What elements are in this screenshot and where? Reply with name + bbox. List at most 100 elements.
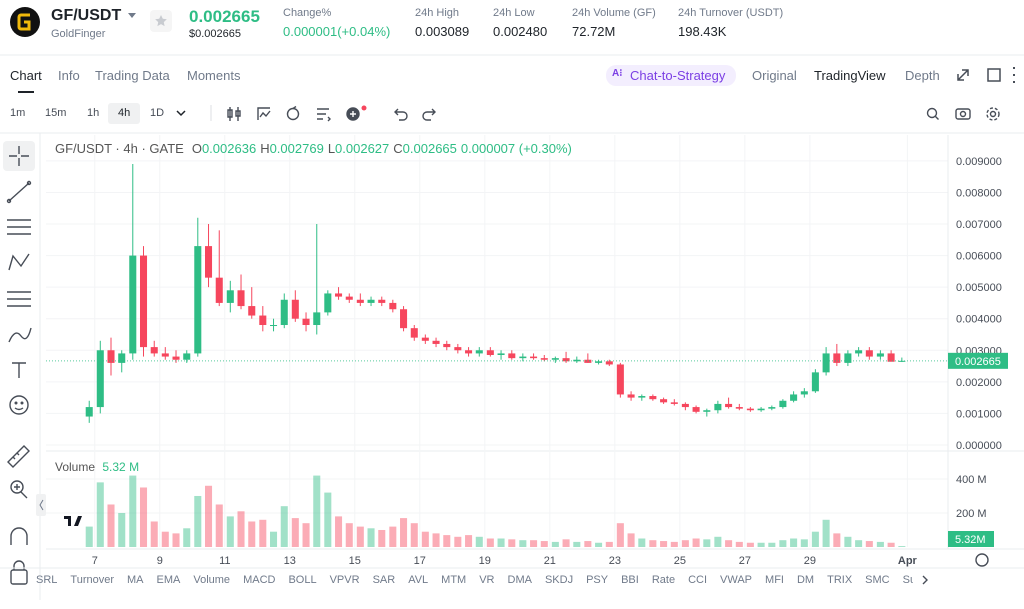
candle-body	[519, 356, 527, 359]
candle-body	[345, 296, 353, 300]
candle-body	[237, 290, 245, 307]
candle-body	[779, 400, 787, 408]
settings-icon[interactable]	[975, 553, 989, 567]
ohlc-value: 0.002636	[201, 141, 257, 156]
volume-bar	[800, 539, 808, 547]
view-tab[interactable]: Chat-to-Strategy	[630, 68, 726, 83]
candle-body	[432, 340, 440, 344]
volume-bar	[443, 535, 451, 547]
indicator[interactable]: BOLL	[288, 574, 317, 586]
volume-bar	[118, 512, 126, 547]
grid	[46, 135, 948, 547]
candle-body	[800, 391, 808, 395]
indicator[interactable]: SAR	[372, 574, 396, 586]
volume-bar	[85, 526, 93, 547]
toolbar-icons[interactable]	[227, 105, 1000, 122]
view-tab[interactable]: TradingView	[814, 68, 886, 83]
collapse-handle[interactable]	[36, 494, 46, 516]
y-tick-label: 0.001000	[956, 408, 1002, 420]
volume-bar	[226, 516, 234, 547]
interval[interactable]: 15m	[45, 107, 67, 119]
volume-bar	[302, 523, 310, 547]
x-tick-label: 25	[674, 555, 686, 567]
view-tab[interactable]: Depth	[905, 68, 940, 83]
indicator[interactable]: BBI	[621, 574, 639, 586]
candle-body	[595, 361, 603, 363]
indicator[interactable]: VPVR	[329, 574, 360, 586]
x-tick-label: 9	[157, 555, 163, 567]
interval[interactable]: 1m	[10, 107, 26, 119]
stat-label: 24h Turnover (USDT)	[678, 7, 784, 19]
indicator[interactable]: DM	[796, 574, 815, 586]
ai-icon: A⁝	[612, 68, 623, 79]
volume-bar	[703, 539, 711, 547]
volume-bar	[638, 538, 646, 547]
indicator[interactable]: SKDJ	[544, 574, 574, 586]
interval-dropdown[interactable]	[176, 110, 186, 117]
interval[interactable]: 1D	[150, 107, 165, 119]
indicator[interactable]: MA	[127, 574, 144, 586]
volume-bar	[421, 531, 429, 547]
indicator[interactable]: VR	[479, 574, 495, 586]
candle-body	[714, 403, 722, 411]
x-tick-label: 19	[479, 555, 491, 567]
indicator[interactable]: MFI	[765, 574, 784, 586]
volume-bar	[291, 518, 299, 547]
y-tick-label: 0.007000	[956, 219, 1002, 231]
candle-body	[725, 403, 733, 408]
tab[interactable]: Info	[58, 68, 80, 83]
tab[interactable]: Trading Data	[95, 68, 170, 83]
drawing-tools[interactable]	[6, 146, 32, 585]
indicator[interactable]: TRIX	[827, 574, 853, 586]
volume-bar	[367, 528, 375, 547]
candle-body	[183, 353, 191, 360]
interval[interactable]: 4h	[118, 107, 131, 119]
star	[155, 15, 167, 27]
volume-bar	[432, 533, 440, 547]
indicator[interactable]: CCI	[688, 574, 708, 586]
indicator[interactable]: Volume	[193, 574, 231, 586]
candle-body	[194, 246, 202, 354]
indicator[interactable]: DMA	[507, 574, 532, 586]
indicator[interactable]: SMC	[865, 574, 890, 586]
candle-body	[96, 350, 104, 408]
candle-body	[649, 396, 657, 400]
volume-last-label: 5.32M	[955, 534, 986, 546]
x-tick-label: 17	[414, 555, 426, 567]
indicator[interactable]: MACD	[243, 574, 276, 586]
tab[interactable]: Moments	[187, 68, 241, 83]
indicator[interactable]: PSY	[586, 574, 609, 586]
candle-body	[400, 309, 408, 329]
interval[interactable]: 1h	[87, 107, 100, 119]
indicator[interactable]: SuperTrend	[902, 574, 913, 586]
candle-body	[129, 255, 137, 354]
volume-bar	[584, 541, 592, 547]
candle-body	[313, 312, 321, 326]
candle-body	[692, 407, 700, 412]
candle-body	[638, 396, 646, 398]
candle-body	[790, 394, 798, 401]
volume-bar	[313, 475, 321, 547]
candle-body	[887, 353, 895, 362]
volume-bar	[779, 540, 787, 547]
indicator[interactable]: AVL	[408, 574, 429, 586]
tab[interactable]: Chart	[10, 68, 42, 83]
volume-bar	[562, 539, 570, 547]
ohlc-label: O	[191, 141, 202, 156]
volume-bar	[790, 538, 798, 547]
view-tab[interactable]: Original	[752, 68, 797, 83]
indicator[interactable]: Turnover	[70, 574, 115, 586]
ohlc: O0.002636 H0.002769 L0.002627 C0.002665	[192, 141, 457, 156]
indicator[interactable]: MTM	[441, 574, 467, 586]
indicator[interactable]: EMA	[156, 574, 181, 586]
volume-bar	[400, 518, 408, 547]
window-icon[interactable]	[987, 68, 1001, 82]
indicator[interactable]: VWAP	[720, 574, 753, 586]
indicator[interactable]: SRL	[36, 574, 58, 586]
more-indicators[interactable]	[922, 575, 928, 585]
dropdown[interactable]	[128, 13, 136, 18]
indicator[interactable]: Rate	[651, 574, 676, 586]
fullscreen-icon[interactable]	[957, 69, 969, 81]
pill[interactable]	[606, 65, 736, 86]
candle-body	[378, 299, 386, 303]
